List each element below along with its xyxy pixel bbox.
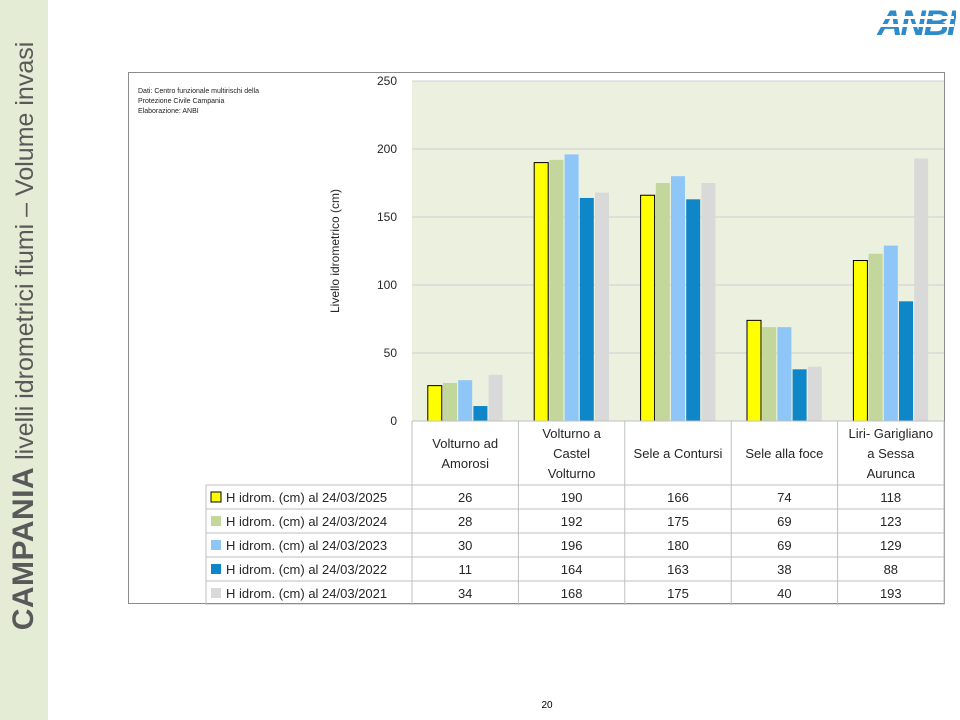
source-line: Dati: Centro funzionale multirischi dell… bbox=[138, 88, 259, 95]
data-value: 164 bbox=[561, 562, 583, 577]
data-value: 175 bbox=[667, 514, 689, 529]
bar bbox=[762, 327, 777, 421]
data-value: 163 bbox=[667, 562, 689, 577]
data-value: 129 bbox=[880, 538, 902, 553]
svg-text:ANBI: ANBI bbox=[876, 4, 956, 38]
data-value: 40 bbox=[777, 586, 791, 601]
y-tick-label: 200 bbox=[377, 142, 397, 156]
category-label: Amorosi bbox=[441, 456, 489, 471]
chart-frame: 0 50 100 150 200 250 Livello idrometrico (cm) V… bbox=[128, 72, 945, 605]
bar bbox=[473, 406, 488, 421]
bar bbox=[640, 194, 656, 422]
bar bbox=[746, 319, 762, 422]
data-value: 26 bbox=[458, 490, 472, 505]
data-value: 34 bbox=[458, 586, 472, 601]
source-line: Elaborazione: ANBI bbox=[138, 108, 199, 115]
data-value: 11 bbox=[458, 562, 472, 577]
bar bbox=[701, 183, 716, 421]
side-band bbox=[0, 0, 48, 720]
data-value: 193 bbox=[880, 586, 902, 601]
slide-title-region: CAMPANIA bbox=[7, 466, 40, 631]
page-number: 20 bbox=[541, 700, 553, 711]
legend-key bbox=[211, 516, 221, 526]
y-tick-label: 50 bbox=[384, 346, 398, 360]
bar bbox=[807, 366, 822, 421]
y-tick-label: 150 bbox=[377, 210, 397, 224]
legend-label: H idrom. (cm) al 24/03/2022 bbox=[226, 562, 387, 577]
bar bbox=[792, 369, 807, 421]
y-tick-label: 0 bbox=[390, 414, 397, 428]
bar bbox=[458, 380, 473, 421]
category-label: Volturno bbox=[548, 466, 596, 481]
anbi-logo: ANBI bbox=[876, 4, 956, 38]
legend-label: H idrom. (cm) al 24/03/2021 bbox=[226, 586, 387, 601]
data-value: 28 bbox=[458, 514, 472, 529]
bar bbox=[443, 382, 457, 421]
bar bbox=[868, 253, 883, 421]
slide-title: CAMPANIA livelli idrometrici fiumi – Vol… bbox=[7, 42, 41, 631]
data-value: 166 bbox=[667, 490, 689, 505]
bar bbox=[899, 301, 913, 421]
bar bbox=[852, 260, 868, 422]
slide-title-subject: livelli idrometrici fiumi – Volume invas… bbox=[11, 41, 39, 467]
legend-label: H idrom. (cm) al 24/03/2025 bbox=[226, 490, 387, 505]
data-value: 30 bbox=[458, 538, 472, 553]
legend-key bbox=[211, 588, 221, 598]
category-label: Volturno ad bbox=[432, 436, 498, 451]
category-label: Sele a Contursi bbox=[634, 446, 723, 461]
bar bbox=[655, 183, 670, 421]
bar bbox=[549, 159, 564, 421]
category-label: Sele alla foce bbox=[745, 446, 823, 461]
legend-label: H idrom. (cm) al 24/03/2024 bbox=[226, 514, 387, 529]
legend-key bbox=[211, 540, 221, 550]
bar bbox=[427, 385, 443, 422]
category-label: Volturno a bbox=[542, 426, 601, 441]
y-tick-label: 250 bbox=[377, 74, 397, 88]
data-value: 118 bbox=[880, 490, 901, 505]
data-value: 38 bbox=[777, 562, 791, 577]
bar bbox=[883, 245, 898, 421]
source-note: Dati: Centro funzionale multirischi dell… bbox=[138, 87, 318, 117]
bar bbox=[564, 154, 579, 421]
data-value: 88 bbox=[884, 562, 898, 577]
y-tick-label: 100 bbox=[377, 278, 397, 292]
bar bbox=[579, 197, 594, 421]
legend-key bbox=[210, 491, 222, 503]
data-value: 69 bbox=[777, 514, 791, 529]
data-value: 190 bbox=[561, 490, 583, 505]
data-value: 180 bbox=[667, 538, 689, 553]
source-line: Protezione Civile Campania bbox=[138, 98, 225, 105]
bar bbox=[533, 162, 549, 422]
category-label: Castel bbox=[553, 446, 590, 461]
bar bbox=[914, 158, 929, 421]
bar-chart: 0 50 100 150 200 250 Livello idrometrico (cm) V… bbox=[205, 74, 945, 605]
bar bbox=[595, 192, 609, 421]
data-value: 69 bbox=[777, 538, 791, 553]
category-label: a Sessa bbox=[867, 446, 915, 461]
data-value: 175 bbox=[667, 586, 689, 601]
legend-key bbox=[211, 564, 221, 574]
data-value: 192 bbox=[561, 514, 583, 529]
bar bbox=[488, 374, 503, 421]
data-value: 123 bbox=[880, 514, 902, 529]
category-label: Aurunca bbox=[867, 466, 916, 481]
data-value: 74 bbox=[777, 490, 791, 505]
data-value: 168 bbox=[561, 586, 583, 601]
bar bbox=[671, 176, 685, 421]
category-label: Liri- Garigliano bbox=[849, 426, 934, 441]
y-axis-title: Livello idrometrico (cm) bbox=[328, 189, 342, 313]
bar bbox=[777, 327, 792, 421]
bar bbox=[686, 199, 701, 421]
legend-label: H idrom. (cm) al 24/03/2023 bbox=[226, 538, 387, 553]
data-value: 196 bbox=[561, 538, 583, 553]
